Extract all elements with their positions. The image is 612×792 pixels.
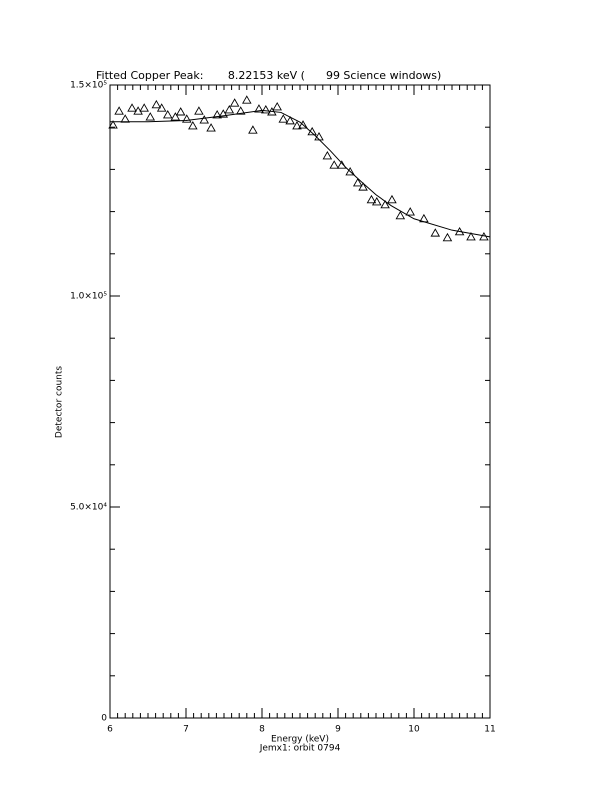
data-point [212, 110, 222, 119]
data-point [454, 226, 465, 236]
data-point [229, 98, 240, 107]
data-point [145, 112, 156, 121]
x-tick-label: 7 [183, 725, 189, 735]
y-tick-label: 5.0×10⁴ [70, 503, 107, 513]
x-tick-label: 9 [335, 725, 341, 735]
data-point [242, 95, 252, 104]
data-point [278, 114, 289, 123]
data-point [380, 199, 390, 209]
data-point [120, 114, 130, 123]
data-point [206, 123, 216, 132]
data-point [405, 207, 415, 216]
data-point [139, 103, 149, 112]
data-point [224, 104, 235, 114]
data-point [292, 121, 302, 130]
data-point [387, 194, 397, 204]
data-point [466, 232, 476, 241]
footnote: Jemx1: orbit 0794 [259, 744, 341, 754]
x-tick-label: 10 [408, 725, 420, 735]
data-point [337, 160, 347, 169]
data-point [218, 109, 229, 118]
data-point [366, 194, 377, 204]
data-point [329, 160, 339, 169]
data-point [175, 107, 186, 116]
data-point [345, 167, 355, 176]
y-tick-label: 1.0×10⁵ [70, 292, 107, 302]
data-point [479, 232, 489, 241]
y-tick-label: 1.5×10⁵ [70, 81, 107, 91]
x-tick-label: 6 [107, 725, 113, 735]
data-point [114, 106, 124, 115]
chart-title: Fitted Copper Peak: 8.22153 keV ( 99 Sci… [96, 69, 441, 82]
data-point [194, 106, 204, 115]
data-point [151, 99, 162, 109]
x-tick-label: 8 [259, 725, 265, 735]
data-point [170, 112, 181, 121]
data-point [322, 150, 333, 160]
data-point [419, 213, 429, 223]
data-point [156, 103, 167, 112]
data-point [181, 114, 192, 123]
x-tick-label: 11 [484, 725, 495, 735]
data-point [235, 106, 246, 115]
data-point [314, 131, 324, 141]
data-point [127, 103, 137, 112]
data-point [430, 228, 441, 237]
data-point [254, 104, 264, 113]
data-point [285, 115, 295, 125]
data-point [442, 232, 453, 242]
data-point [199, 115, 210, 124]
data-point [352, 177, 363, 187]
plot-frame [109, 84, 491, 719]
data-point [261, 104, 271, 114]
data-point [188, 121, 198, 130]
y-axis-label: Detector counts [55, 366, 65, 438]
data-point [248, 125, 258, 134]
x-axis-label: Energy (keV) [271, 735, 329, 745]
data-point [267, 107, 277, 116]
y-tick-label: 0 [101, 714, 107, 724]
data-point [108, 120, 118, 129]
data-point [272, 102, 282, 111]
data-point [162, 110, 173, 119]
data-point [371, 196, 382, 206]
data-point [395, 210, 406, 220]
data-point [298, 120, 308, 129]
data-point [358, 182, 368, 191]
data-point [307, 126, 317, 136]
